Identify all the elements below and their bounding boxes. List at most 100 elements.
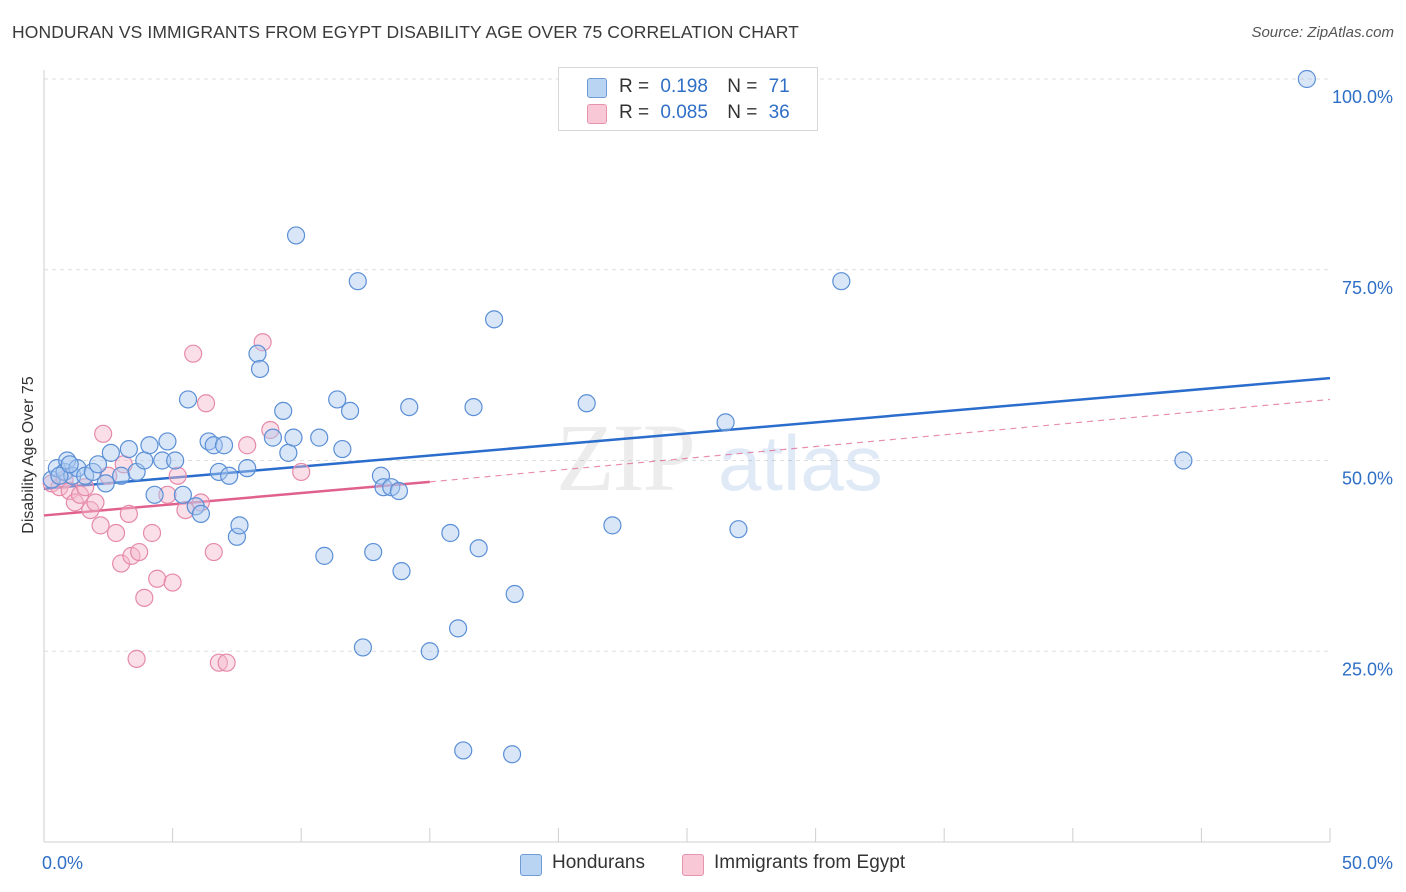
honduran-point-32 (248, 344, 267, 363)
honduran-point-50 (389, 481, 409, 501)
honduran-point-62 (577, 394, 596, 413)
honduran-point-33 (250, 359, 270, 379)
legend-n-value-egypt: 36 (768, 102, 790, 123)
honduran-point-59 (485, 310, 504, 329)
egypt-point-28 (204, 542, 223, 562)
honduran-point-44 (348, 272, 367, 291)
egypt-point-25 (184, 344, 203, 363)
honduran-point-14 (135, 451, 154, 470)
egypt-point-32 (253, 333, 272, 352)
honduran-point-39 (310, 428, 329, 447)
bottom-legend-label-egypt: Immigrants from Egypt (714, 852, 906, 873)
honduran-point-11 (112, 466, 131, 485)
honduran-point-37 (284, 428, 303, 447)
honduran-point-25 (204, 436, 223, 455)
honduran-point-40 (315, 546, 334, 565)
honduran-point-38 (286, 226, 306, 245)
egypt-point-19 (142, 523, 162, 543)
chart-title: HONDURAN VS IMMIGRANTS FROM EGYPT DISABI… (12, 22, 799, 42)
legend-n-value-hondurans: 71 (768, 76, 790, 97)
honduran-point-52 (400, 397, 419, 417)
honduran-point-42 (333, 439, 352, 459)
egypt-point-21 (158, 485, 177, 504)
egypt-point-24 (176, 500, 195, 520)
honduran-point-60 (503, 745, 522, 764)
honduran-point-8 (88, 455, 108, 474)
y-tick-label-2: 75.0% (1342, 278, 1393, 298)
honduran-point-54 (441, 523, 460, 543)
bottom-legend-label-hondurans: Hondurans (552, 852, 645, 873)
honduran-point-26 (209, 462, 228, 482)
axes (43, 70, 1331, 843)
honduran-point-21 (178, 390, 198, 409)
honduran-point-15 (140, 436, 159, 455)
egypt-point-22 (163, 573, 182, 592)
honduran-point-27 (214, 436, 234, 455)
honduran-point-34 (263, 428, 283, 447)
honduran-point-31 (238, 459, 257, 478)
honduran-point-20 (173, 485, 192, 504)
trend-lines (43, 376, 1331, 517)
egypt-point-12 (106, 523, 126, 543)
egypt-point-27 (196, 394, 216, 413)
honduran-point-58 (469, 539, 488, 558)
bottom-legend-swatch-pink (682, 854, 704, 876)
egypt-point-3 (60, 481, 79, 501)
x-tick-label-max: 50.0% (1342, 853, 1393, 873)
egypt-point-35 (130, 542, 149, 562)
egypt-point-17 (127, 649, 146, 668)
honduran-point-41 (328, 390, 347, 409)
egypt-point-30 (217, 653, 236, 672)
egypt-point-9 (91, 516, 110, 535)
honduran-point-47 (371, 466, 391, 485)
trend-line-hondurans (43, 376, 1331, 490)
honduran-point-55 (448, 619, 468, 638)
legend-n-label: N = (727, 76, 758, 97)
honduran-point-48 (374, 478, 393, 497)
honduran-point-36 (279, 443, 298, 462)
legend-swatch-blue (587, 78, 607, 98)
legend-swatch-pink (587, 104, 607, 124)
honduran-point-64 (716, 413, 735, 432)
legend-r-label: R = (619, 102, 650, 123)
grid-lines (44, 78, 1330, 652)
egypt-point-34 (292, 462, 311, 482)
honduran-point-23 (191, 504, 210, 524)
honduran-point-30 (230, 516, 249, 535)
honduran-point-29 (227, 527, 246, 546)
watermark-atlas: atlas (718, 419, 883, 507)
honduran-point-57 (464, 397, 483, 417)
honduran-point-9 (96, 474, 115, 493)
y-tick-label-0: 25.0% (1342, 659, 1393, 679)
honduran-point-43 (340, 401, 360, 421)
legend-r-value-hondurans: 0.198 (660, 76, 708, 97)
trend-line-egypt (43, 480, 430, 517)
honduran-point-63 (603, 516, 622, 535)
bottom-legend-swatch-blue (520, 854, 542, 876)
honduran-point-28 (220, 466, 239, 485)
honduran-point-61 (505, 584, 524, 604)
y-tick-label-1: 50.0% (1342, 469, 1393, 489)
legend-r-value-egypt: 0.085 (660, 102, 708, 123)
honduran-point-51 (392, 562, 411, 581)
correlation-legend: R = 0.198 N = 71 R = 0.085 N = 36 (558, 67, 818, 131)
honduran-point-35 (274, 401, 293, 421)
honduran-point-65 (729, 520, 748, 539)
honduran-point-12 (119, 439, 138, 459)
y-axis-label: Disability Age Over 75 (20, 376, 37, 534)
egypt-point-23 (168, 466, 187, 485)
honduran-point-68 (1297, 69, 1316, 89)
honduran-point-67 (1174, 451, 1193, 470)
honduran-point-66 (832, 272, 851, 291)
honduran-point-19 (166, 451, 185, 470)
egypt-point-31 (238, 436, 257, 455)
honduran-point-17 (153, 451, 172, 470)
honduran-point-56 (454, 741, 473, 760)
trend-line-egypt-extension (429, 398, 1331, 483)
egypt-point-8 (86, 493, 105, 512)
honduran-point-53 (420, 642, 439, 661)
honduran-point-70 (60, 455, 79, 474)
honduran-point-46 (364, 542, 383, 562)
watermark-zip: ZIP (556, 404, 694, 511)
